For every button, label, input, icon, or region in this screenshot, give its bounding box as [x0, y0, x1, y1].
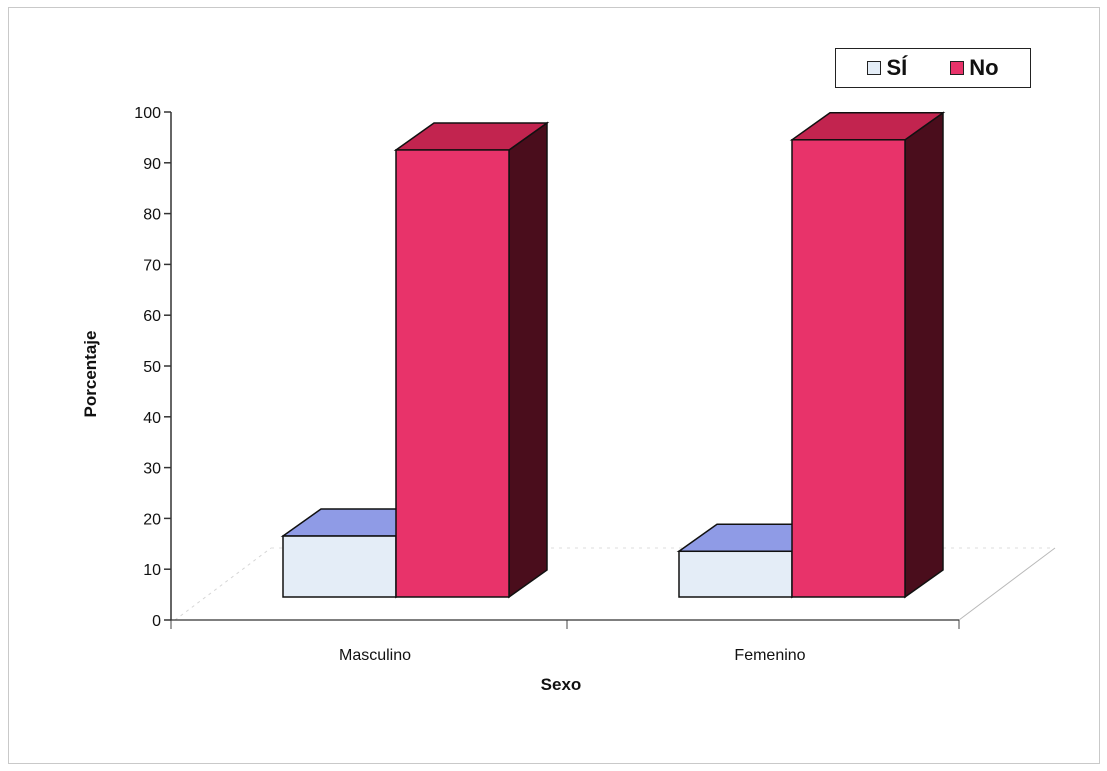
bar-femenino-no-side [904, 111, 944, 599]
bar-masculino-no-front [395, 149, 510, 598]
y-axis-title: Porcentaje [81, 331, 100, 418]
y-tick-label: 30 [143, 461, 161, 478]
y-tick-label: 0 [152, 613, 161, 630]
y-tick-label: 80 [143, 207, 161, 224]
y-tick-label: 90 [143, 156, 161, 173]
axis-labels: 0 10 20 30 40 50 60 70 80 90 100 Masculino Femenino [134, 105, 805, 664]
bar-masculino-no-side [508, 121, 548, 599]
bar-masculino-no [393, 121, 550, 599]
floor-back-edge [174, 547, 272, 621]
y-axis [164, 111, 172, 621]
y-tick-label: 40 [143, 410, 161, 427]
y-tick-label: 70 [143, 257, 161, 274]
legend-item-si: SÍ [867, 55, 907, 81]
y-tick-label: 60 [143, 308, 161, 325]
bar-femenino-no [789, 111, 946, 599]
x-tick-label-femenino: Femenino [734, 647, 805, 664]
y-tick-label: 100 [134, 105, 161, 122]
y-tick-label: 20 [143, 511, 161, 528]
y-tick-label: 10 [143, 562, 161, 579]
bar-masculino-si-front [282, 535, 397, 598]
x-tick-label-masculino: Masculino [339, 647, 411, 664]
legend-swatch-si [867, 61, 882, 75]
legend-label-no: No [969, 55, 999, 80]
bars [280, 111, 946, 599]
legend-label-si: SÍ [886, 55, 908, 80]
legend-swatch-no [950, 61, 965, 75]
chart-frame: 0 10 20 30 40 50 60 70 80 90 100 Masculino Femenino … [8, 7, 1100, 764]
bar-femenino-si-front [678, 550, 793, 598]
y-tick-label: 50 [143, 359, 161, 376]
legend-item-no: No [950, 55, 999, 81]
x-axis-title: Sexo [541, 675, 582, 694]
bar-femenino-no-front [791, 139, 906, 598]
legend: SÍ No [835, 48, 1031, 88]
